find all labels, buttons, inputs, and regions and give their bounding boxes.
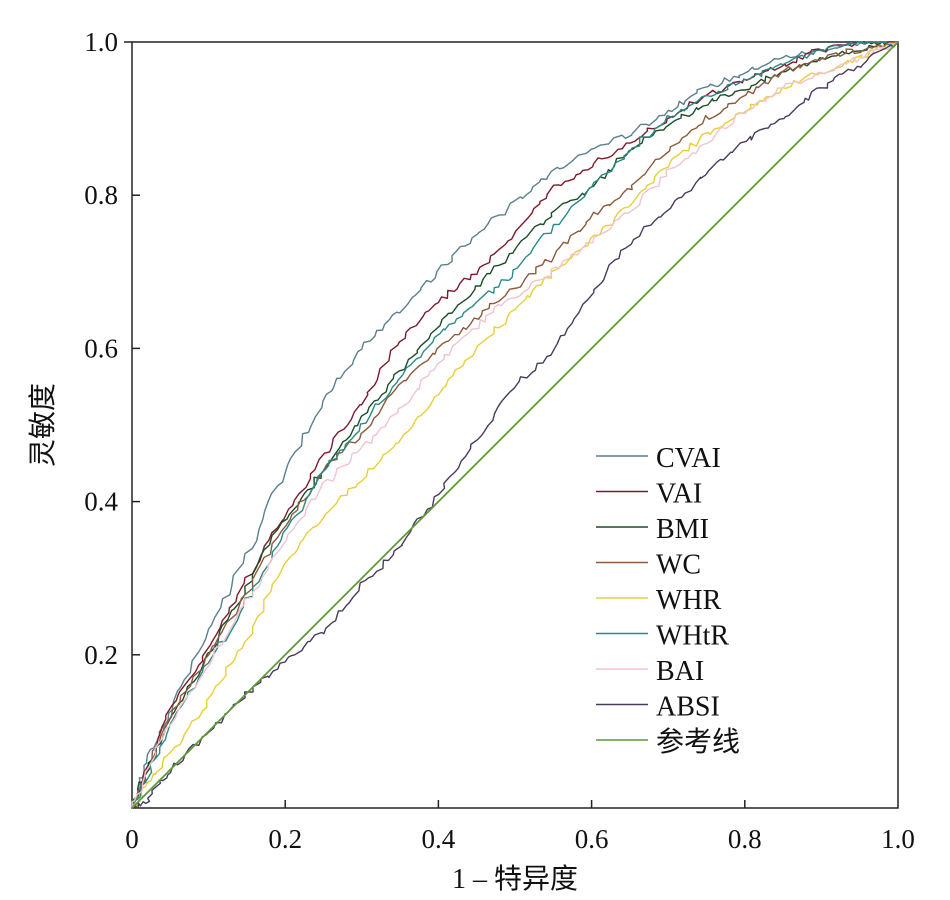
x-tick-label: 0.6 [575, 824, 609, 854]
y-tick-label: 0.2 [84, 640, 118, 670]
series-lines [131, 41, 899, 809]
legend-label: BMI [656, 514, 709, 545]
tick-labels: 0 0.2 0.4 0.6 0.8 1.0 0.2 0.4 0.6 0.8 1.0 [84, 27, 915, 854]
legend-label: WC [656, 550, 701, 581]
y-tick-label: 0.8 [84, 180, 118, 210]
x-tick-label: 0.8 [728, 824, 762, 854]
series-line-1 [131, 41, 899, 809]
series-line-4 [131, 41, 898, 809]
series-line-7 [131, 41, 899, 809]
y-tick-label: 1.0 [84, 27, 118, 57]
plot-frame [131, 41, 899, 809]
y-tick-label: 0.6 [84, 333, 118, 363]
series-line-3 [131, 41, 899, 809]
legend-label: ABSI [656, 692, 720, 723]
legend-label: WHR [656, 585, 722, 616]
legend-label: BAI [656, 656, 704, 687]
y-tick-label: 0.4 [84, 487, 118, 517]
x-tick-label: 1.0 [881, 824, 915, 854]
x-tick-label: 0.4 [422, 824, 456, 854]
legend-label: CVAI [656, 443, 721, 474]
legend-label: 参考线 [656, 726, 740, 758]
series-line-2 [131, 41, 898, 808]
legend-label: WHtR [656, 621, 729, 652]
y-axis-title: 灵敏度 [27, 383, 59, 467]
series-line-9 [131, 41, 899, 809]
x-tick-label: 0.2 [268, 824, 302, 854]
x-tick-label: 0 [125, 824, 139, 854]
axis-ticks [124, 41, 746, 808]
series-line-6 [131, 41, 899, 808]
x-axis-title: 1 – 特异度 [452, 863, 578, 895]
legend-label: VAI [656, 479, 702, 510]
